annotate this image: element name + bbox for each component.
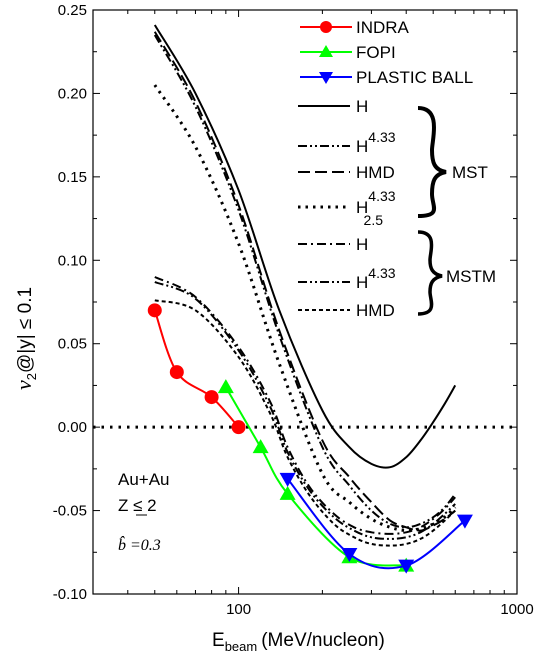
mst-brace-icon xyxy=(417,106,447,218)
legend-label-indra: INDRA xyxy=(356,18,410,37)
y-axis-title-pre: v xyxy=(11,380,36,390)
calculation-curves xyxy=(153,24,457,547)
legend: INDRA FOPI PLASTIC BALL H H4.33 HMD H4.3… xyxy=(298,18,496,320)
legend-item-mst-h433: H4.33 xyxy=(298,129,396,156)
legend-item-mst-hmd: HMD xyxy=(298,163,395,182)
group-label-mstm: MSTM xyxy=(446,267,496,286)
y-tick-label: 0.05 xyxy=(58,336,87,353)
y-axis-title: v2@|y| ≤ 0.1 xyxy=(11,287,39,390)
indra-line xyxy=(153,309,240,428)
curve-mst-h xyxy=(153,24,457,469)
y-tick-label: 0.25 xyxy=(58,2,87,19)
legend-item-indra: INDRA xyxy=(300,18,410,37)
x-axis-title-main: E xyxy=(212,630,225,651)
indra-point xyxy=(169,365,184,380)
y-tick-label: -0.05 xyxy=(53,503,87,520)
y-tick-label: 0.20 xyxy=(58,85,87,102)
legend-item-mstm-h433: H4.33 xyxy=(298,265,396,292)
plastic-ball-point xyxy=(279,472,296,487)
legend-item-fopi: FOPI xyxy=(300,43,396,62)
y-tick-label: 0.00 xyxy=(58,419,87,436)
curve-mstm-hmd xyxy=(154,299,456,547)
legend-label-mst-h433: H4.33 xyxy=(356,129,396,156)
group-label-mst: MST xyxy=(452,163,488,182)
tick-labels: -0.10 -0.05 0.00 0.05 0.10 0.15 0.20 0.25 100 100… xyxy=(53,2,534,618)
indra-point xyxy=(204,390,219,405)
legend-label-mst-h: H xyxy=(356,97,368,116)
y-tick-label: 0.15 xyxy=(58,169,87,186)
curve-mst-h4-33 xyxy=(153,34,456,529)
x-axis-title-sub: beam xyxy=(225,639,258,654)
legend-item-mstm-h: H xyxy=(298,235,368,254)
curve-mstm-h4-33 xyxy=(154,281,456,540)
y-tick-label: -0.10 xyxy=(53,586,87,603)
y-axis-title-post: @|y| ≤ 0.1 xyxy=(15,287,36,373)
x-tick-label: 1000 xyxy=(500,601,533,618)
x-axis-title: Ebeam (MeV/nucleon) xyxy=(212,630,385,654)
fopi-point xyxy=(252,439,269,454)
fopi-point xyxy=(279,485,296,500)
legend-label-mst-hmd: HMD xyxy=(356,163,395,182)
fopi-point xyxy=(217,379,234,394)
plastic-ball-point xyxy=(341,547,358,562)
legend-item-mst-h: H xyxy=(298,97,368,116)
system-label: Au+Au xyxy=(118,470,170,489)
legend-label-mstm-h433: H4.33 xyxy=(356,265,396,292)
legend-label-fopi: FOPI xyxy=(356,43,396,62)
x-axis-title-rest: (MeV/nucleon) xyxy=(261,630,385,651)
legend-item-plastic-ball: PLASTIC BALL xyxy=(300,68,473,87)
indra-point xyxy=(231,420,246,435)
plastic-ball-point xyxy=(456,514,473,529)
legend-item-mstm-hmd: HMD xyxy=(298,301,395,320)
mstm-brace-icon xyxy=(417,230,443,316)
curve-mst-hmd xyxy=(153,31,456,532)
plastic-ball-point xyxy=(398,559,415,574)
experimental-data xyxy=(147,303,473,574)
y-axis-title-sub: 2 xyxy=(24,373,39,380)
legend-label-mst-h433-25: H4.33 2.5 xyxy=(356,188,396,228)
curve-mst-h4-33-2-5 xyxy=(153,84,457,533)
z-cut-label: Z ≤ 2 xyxy=(118,496,157,515)
legend-item-mst-h433-25: H4.33 2.5 xyxy=(298,188,396,228)
plastic-ball-line xyxy=(286,478,466,570)
tick-marks xyxy=(92,9,518,595)
y-tick-label: 0.10 xyxy=(58,252,87,269)
curve-mstm-h xyxy=(154,276,456,535)
legend-label-plastic-ball: PLASTIC BALL xyxy=(356,68,473,87)
impact-parameter-label: b̂ =0.3 xyxy=(118,535,161,554)
legend-label-mstm-h: H xyxy=(356,235,368,254)
indra-point xyxy=(147,303,162,318)
legend-label-mstm-hmd: HMD xyxy=(356,301,395,320)
x-tick-label: 100 xyxy=(226,601,251,618)
